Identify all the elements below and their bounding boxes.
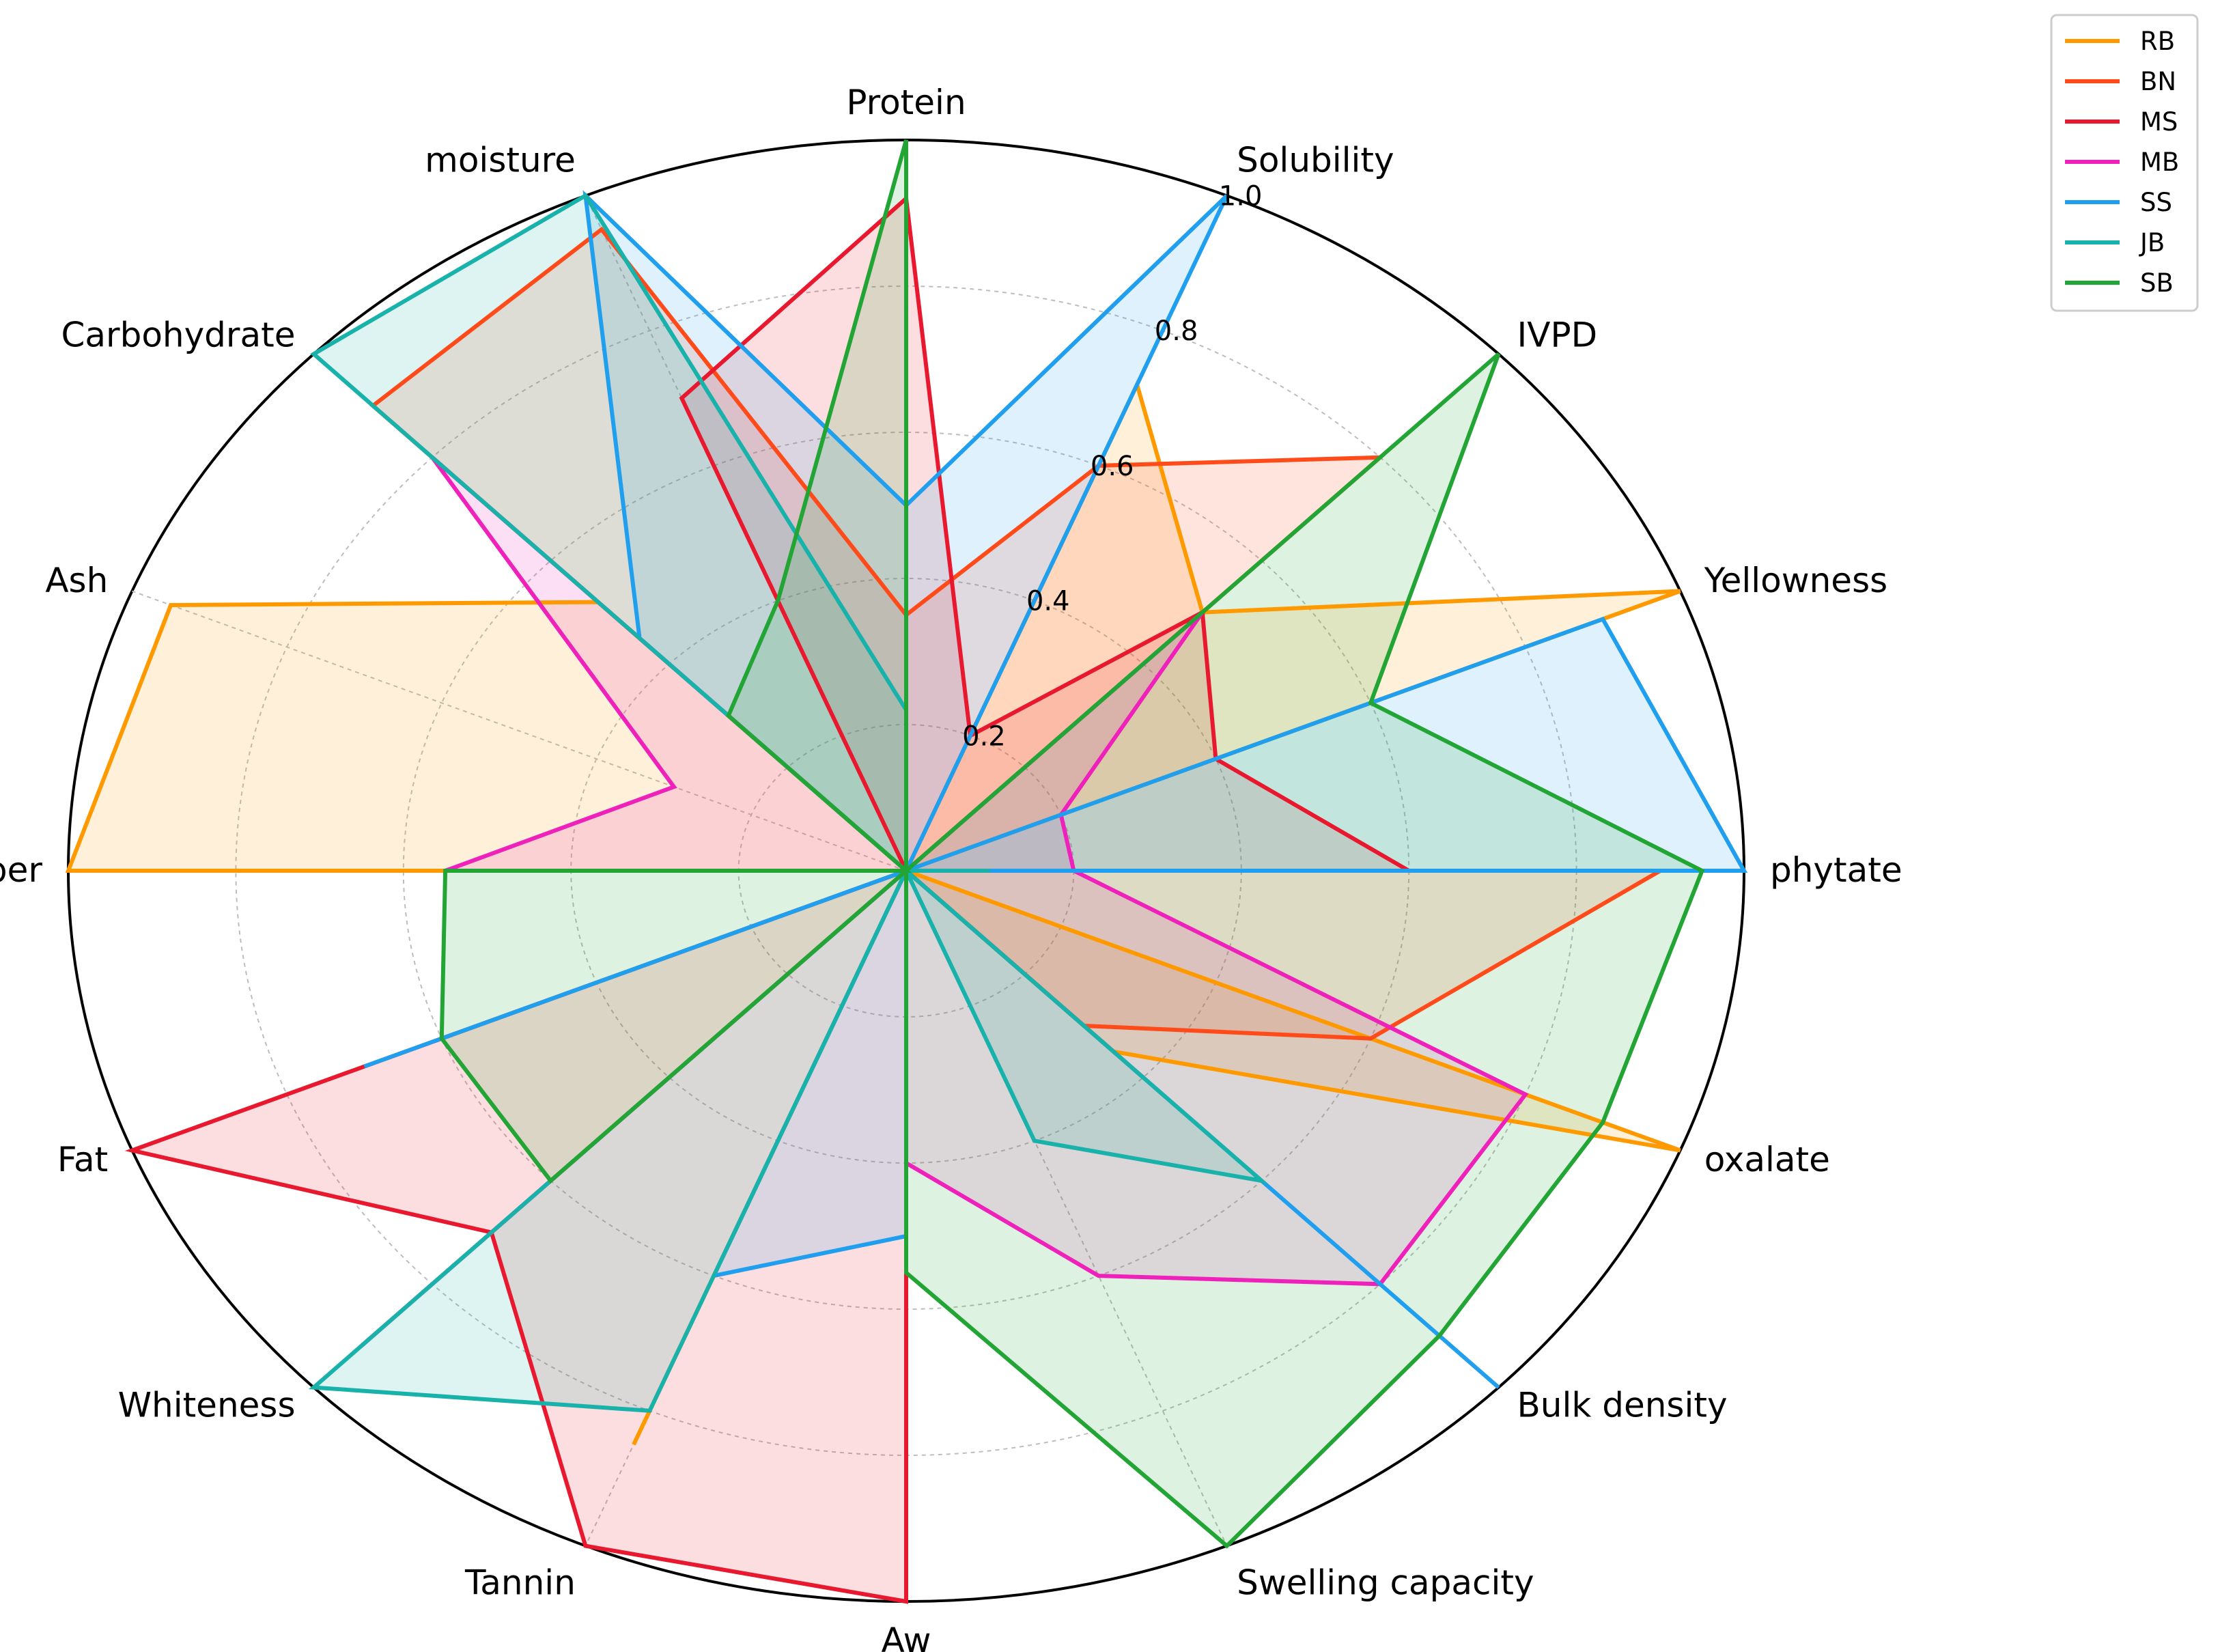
axis-label-swelling-capacity: Swelling capacity (1237, 1563, 1534, 1603)
axis-label-ash: Ash (45, 561, 108, 600)
tick-label: 0.2 (962, 720, 1006, 752)
axis-label-ivpd: IVPD (1517, 316, 1598, 355)
axis-label-yellowness: Yellowness (1704, 561, 1887, 600)
axis-label-solubility: Solubility (1237, 140, 1394, 180)
axis-label-fat: Fat (57, 1140, 108, 1179)
axis-label-fiber: Fiber (0, 850, 42, 890)
axis-label-phytate: phytate (1770, 850, 1902, 890)
legend-label-bn: BN (2140, 67, 2176, 96)
legend-label-ms: MS (2140, 107, 2178, 137)
radial-tick-labels: 0.2 0.4 0.6 0.8 1.0 (962, 180, 1262, 752)
series-area-rb (68, 384, 1681, 1445)
axis-label-carbohydrate: Carbohydrate (61, 316, 295, 355)
legend: RB BN MS MB SS JB SB (2050, 14, 2199, 312)
series-area-ss (364, 195, 1744, 1388)
series-area-mb (361, 432, 1526, 1347)
legend-label-sb: SB (2140, 268, 2174, 298)
grid-spoke (132, 590, 907, 871)
axis-label-moisture: moisture (425, 140, 576, 180)
axis-label-tannin: Tannin (464, 1563, 576, 1603)
legend-label-rb: RB (2140, 27, 2175, 56)
axis-label-protein: Protein (846, 83, 966, 122)
tick-label: 1.0 (1219, 180, 1263, 212)
series-area-sb (441, 140, 1702, 1546)
series-area-jb (313, 195, 1262, 1411)
tick-label: 0.6 (1091, 451, 1134, 482)
axis-label-bulk-density: Bulk density (1517, 1386, 1728, 1425)
tick-label: 0.4 (1026, 586, 1070, 617)
axis-label-oxalate: oxalate (1704, 1140, 1830, 1179)
legend-label-mb: MB (2140, 148, 2179, 177)
series-area-ms (132, 198, 1409, 1601)
axis-labels: Protein Solubility IVPD Yellowness phytate ox… (0, 83, 1902, 1652)
axis-label-aw: Aw (881, 1621, 931, 1652)
legend-label-jb: JB (2139, 228, 2165, 257)
axis-label-whiteness: Whiteness (118, 1386, 296, 1425)
series-line-sb (439, 139, 1705, 1549)
series-layer (65, 139, 1748, 1604)
tick-label: 0.8 (1155, 316, 1198, 347)
legend-label-ss: SS (2140, 188, 2172, 217)
legend-box (2050, 14, 2199, 312)
